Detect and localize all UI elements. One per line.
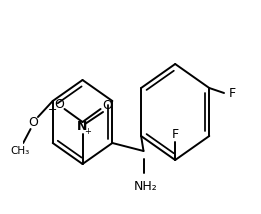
Text: F: F: [172, 128, 179, 141]
Text: F: F: [229, 88, 236, 101]
Text: CH₃: CH₃: [10, 146, 29, 156]
Text: +: +: [84, 126, 91, 135]
Text: N: N: [77, 119, 88, 132]
Text: O: O: [102, 100, 112, 113]
Text: −: −: [48, 105, 57, 115]
Text: O: O: [54, 98, 64, 111]
Text: NH₂: NH₂: [133, 180, 157, 193]
Text: O: O: [28, 116, 38, 129]
